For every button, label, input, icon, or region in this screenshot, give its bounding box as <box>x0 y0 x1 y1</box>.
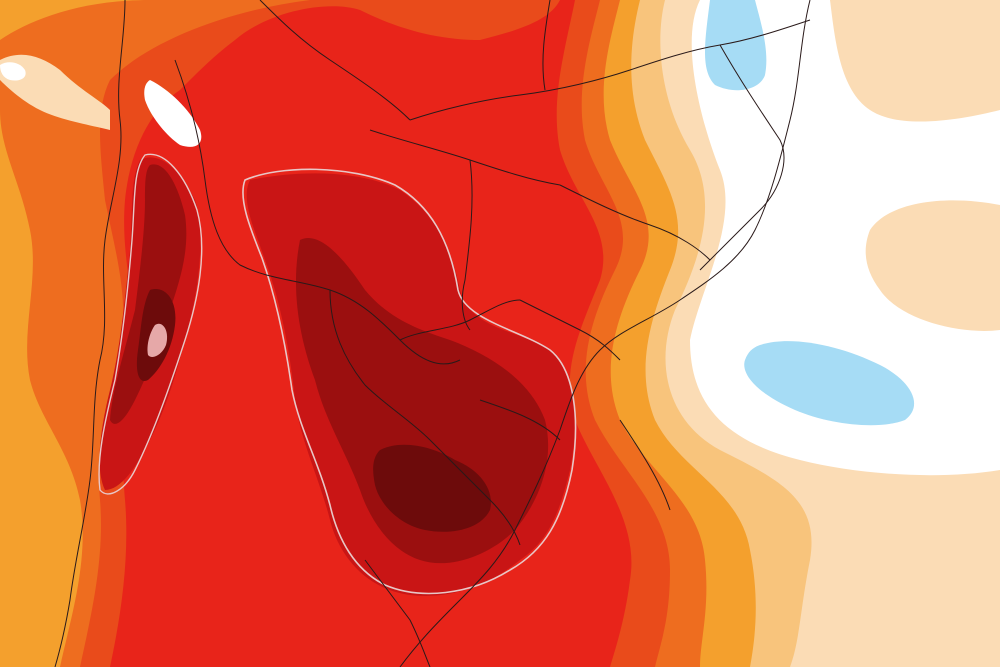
country-borders <box>54 0 811 667</box>
andes-peak-highlight <box>147 323 168 357</box>
cool-anomaly-atlantic <box>744 341 915 426</box>
deep-maroon-core <box>373 444 491 532</box>
coastline <box>399 0 811 667</box>
cool-anomaly-north <box>705 0 767 91</box>
andes-white-patch <box>144 80 202 147</box>
pale-tan-zone-northeast <box>830 0 1000 122</box>
andes-white-patch-2 <box>0 62 26 81</box>
maroon-zone <box>295 238 549 564</box>
pale-tan-zone-east <box>865 200 1000 331</box>
andes-light-patch <box>0 54 110 130</box>
isoline-andes <box>98 153 203 495</box>
isoline-contour <box>242 168 577 595</box>
